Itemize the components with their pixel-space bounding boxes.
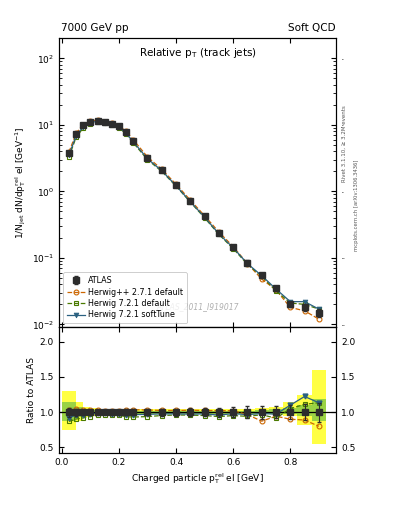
Herwig 7.2.1 softTune: [66, 152, 71, 158]
Herwig++ 2.7.1 default: [88, 118, 93, 124]
Herwig++ 2.7.1 default: [124, 129, 129, 135]
Herwig 7.2.1 softTune: [74, 133, 79, 139]
Herwig 7.2.1 default: [274, 288, 278, 294]
Herwig 7.2.1 softTune: [95, 118, 100, 124]
Herwig++ 2.7.1 default: [131, 137, 136, 143]
Herwig++ 2.7.1 default: [145, 154, 150, 160]
Herwig 7.2.1 softTune: [117, 124, 121, 130]
Herwig 7.2.1 softTune: [274, 286, 278, 292]
Line: Herwig 7.2.1 default: Herwig 7.2.1 default: [66, 120, 321, 311]
Herwig++ 2.7.1 default: [102, 119, 107, 125]
Herwig 7.2.1 default: [109, 121, 114, 127]
Herwig++ 2.7.1 default: [259, 276, 264, 282]
Herwig 7.2.1 softTune: [109, 121, 114, 127]
Herwig++ 2.7.1 default: [74, 130, 79, 136]
Herwig++ 2.7.1 default: [117, 123, 121, 129]
Herwig 7.2.1 default: [81, 125, 86, 131]
Herwig 7.2.1 default: [288, 300, 293, 306]
Herwig 7.2.1 softTune: [145, 156, 150, 162]
Herwig 7.2.1 softTune: [245, 261, 250, 267]
Herwig++ 2.7.1 default: [109, 120, 114, 126]
Herwig 7.2.1 default: [131, 140, 136, 146]
Herwig 7.2.1 softTune: [217, 231, 221, 237]
Herwig 7.2.1 default: [245, 261, 250, 267]
Text: 7000 GeV pp: 7000 GeV pp: [61, 23, 129, 33]
Herwig 7.2.1 default: [117, 124, 121, 131]
Herwig 7.2.1 default: [231, 246, 235, 252]
Herwig 7.2.1 softTune: [188, 199, 193, 205]
Herwig 7.2.1 softTune: [202, 214, 207, 220]
Herwig 7.2.1 softTune: [81, 123, 86, 130]
Herwig++ 2.7.1 default: [174, 181, 178, 187]
X-axis label: Charged particle p$_\mathrm{T}^\mathrm{rel}$ el [GeV]: Charged particle p$_\mathrm{T}^\mathrm{r…: [131, 471, 264, 486]
Line: Herwig++ 2.7.1 default: Herwig++ 2.7.1 default: [66, 118, 321, 322]
Herwig 7.2.1 softTune: [160, 167, 164, 174]
Text: mcplots.cern.ch [arXiv:1306.3436]: mcplots.cern.ch [arXiv:1306.3436]: [354, 159, 359, 250]
Herwig 7.2.1 default: [188, 199, 193, 205]
Herwig++ 2.7.1 default: [274, 287, 278, 293]
Herwig 7.2.1 default: [217, 231, 221, 238]
Herwig 7.2.1 softTune: [88, 119, 93, 125]
Herwig++ 2.7.1 default: [81, 121, 86, 127]
Herwig++ 2.7.1 default: [302, 308, 307, 314]
Herwig++ 2.7.1 default: [231, 244, 235, 250]
Text: Relative p$_\mathrm{T}$ (track jets): Relative p$_\mathrm{T}$ (track jets): [138, 46, 257, 59]
Herwig++ 2.7.1 default: [245, 261, 250, 267]
Herwig 7.2.1 softTune: [302, 298, 307, 305]
Herwig 7.2.1 default: [66, 154, 71, 160]
Herwig++ 2.7.1 default: [160, 166, 164, 173]
Herwig 7.2.1 default: [88, 120, 93, 126]
Herwig 7.2.1 softTune: [288, 298, 293, 305]
Herwig++ 2.7.1 default: [202, 212, 207, 219]
Herwig 7.2.1 default: [174, 183, 178, 189]
Herwig 7.2.1 default: [302, 302, 307, 308]
Legend: ATLAS, Herwig++ 2.7.1 default, Herwig 7.2.1 default, Herwig 7.2.1 softTune: ATLAS, Herwig++ 2.7.1 default, Herwig 7.…: [63, 272, 187, 324]
Herwig 7.2.1 default: [160, 168, 164, 175]
Text: Rivet 3.1.10, ≥ 3.2M events: Rivet 3.1.10, ≥ 3.2M events: [342, 105, 347, 182]
Herwig 7.2.1 softTune: [124, 130, 129, 136]
Herwig 7.2.1 softTune: [131, 139, 136, 145]
Herwig 7.2.1 softTune: [102, 120, 107, 126]
Herwig 7.2.1 softTune: [316, 306, 321, 312]
Herwig++ 2.7.1 default: [66, 149, 71, 155]
Herwig++ 2.7.1 default: [316, 316, 321, 322]
Herwig 7.2.1 default: [202, 215, 207, 221]
Herwig 7.2.1 softTune: [259, 272, 264, 279]
Text: ATLAS_2011_I919017: ATLAS_2011_I919017: [156, 303, 239, 311]
Herwig 7.2.1 softTune: [231, 245, 235, 251]
Herwig++ 2.7.1 default: [95, 117, 100, 123]
Herwig 7.2.1 softTune: [174, 183, 178, 189]
Herwig++ 2.7.1 default: [288, 304, 293, 310]
Herwig 7.2.1 default: [95, 119, 100, 125]
Y-axis label: 1/N$_\mathrm{jet}$ dN/dp$_\mathrm{T}^\mathrm{rel}$ el [GeV$^{-1}$]: 1/N$_\mathrm{jet}$ dN/dp$_\mathrm{T}^\ma…: [13, 126, 28, 239]
Herwig++ 2.7.1 default: [217, 229, 221, 235]
Herwig 7.2.1 default: [124, 131, 129, 137]
Herwig 7.2.1 default: [259, 273, 264, 280]
Line: Herwig 7.2.1 softTune: Herwig 7.2.1 softTune: [66, 119, 321, 311]
Y-axis label: Ratio to ATLAS: Ratio to ATLAS: [27, 357, 35, 423]
Herwig 7.2.1 default: [74, 134, 79, 140]
Herwig 7.2.1 default: [102, 120, 107, 126]
Herwig 7.2.1 default: [316, 306, 321, 312]
Herwig++ 2.7.1 default: [188, 197, 193, 203]
Text: Soft QCD: Soft QCD: [288, 23, 336, 33]
Herwig 7.2.1 default: [145, 157, 150, 163]
